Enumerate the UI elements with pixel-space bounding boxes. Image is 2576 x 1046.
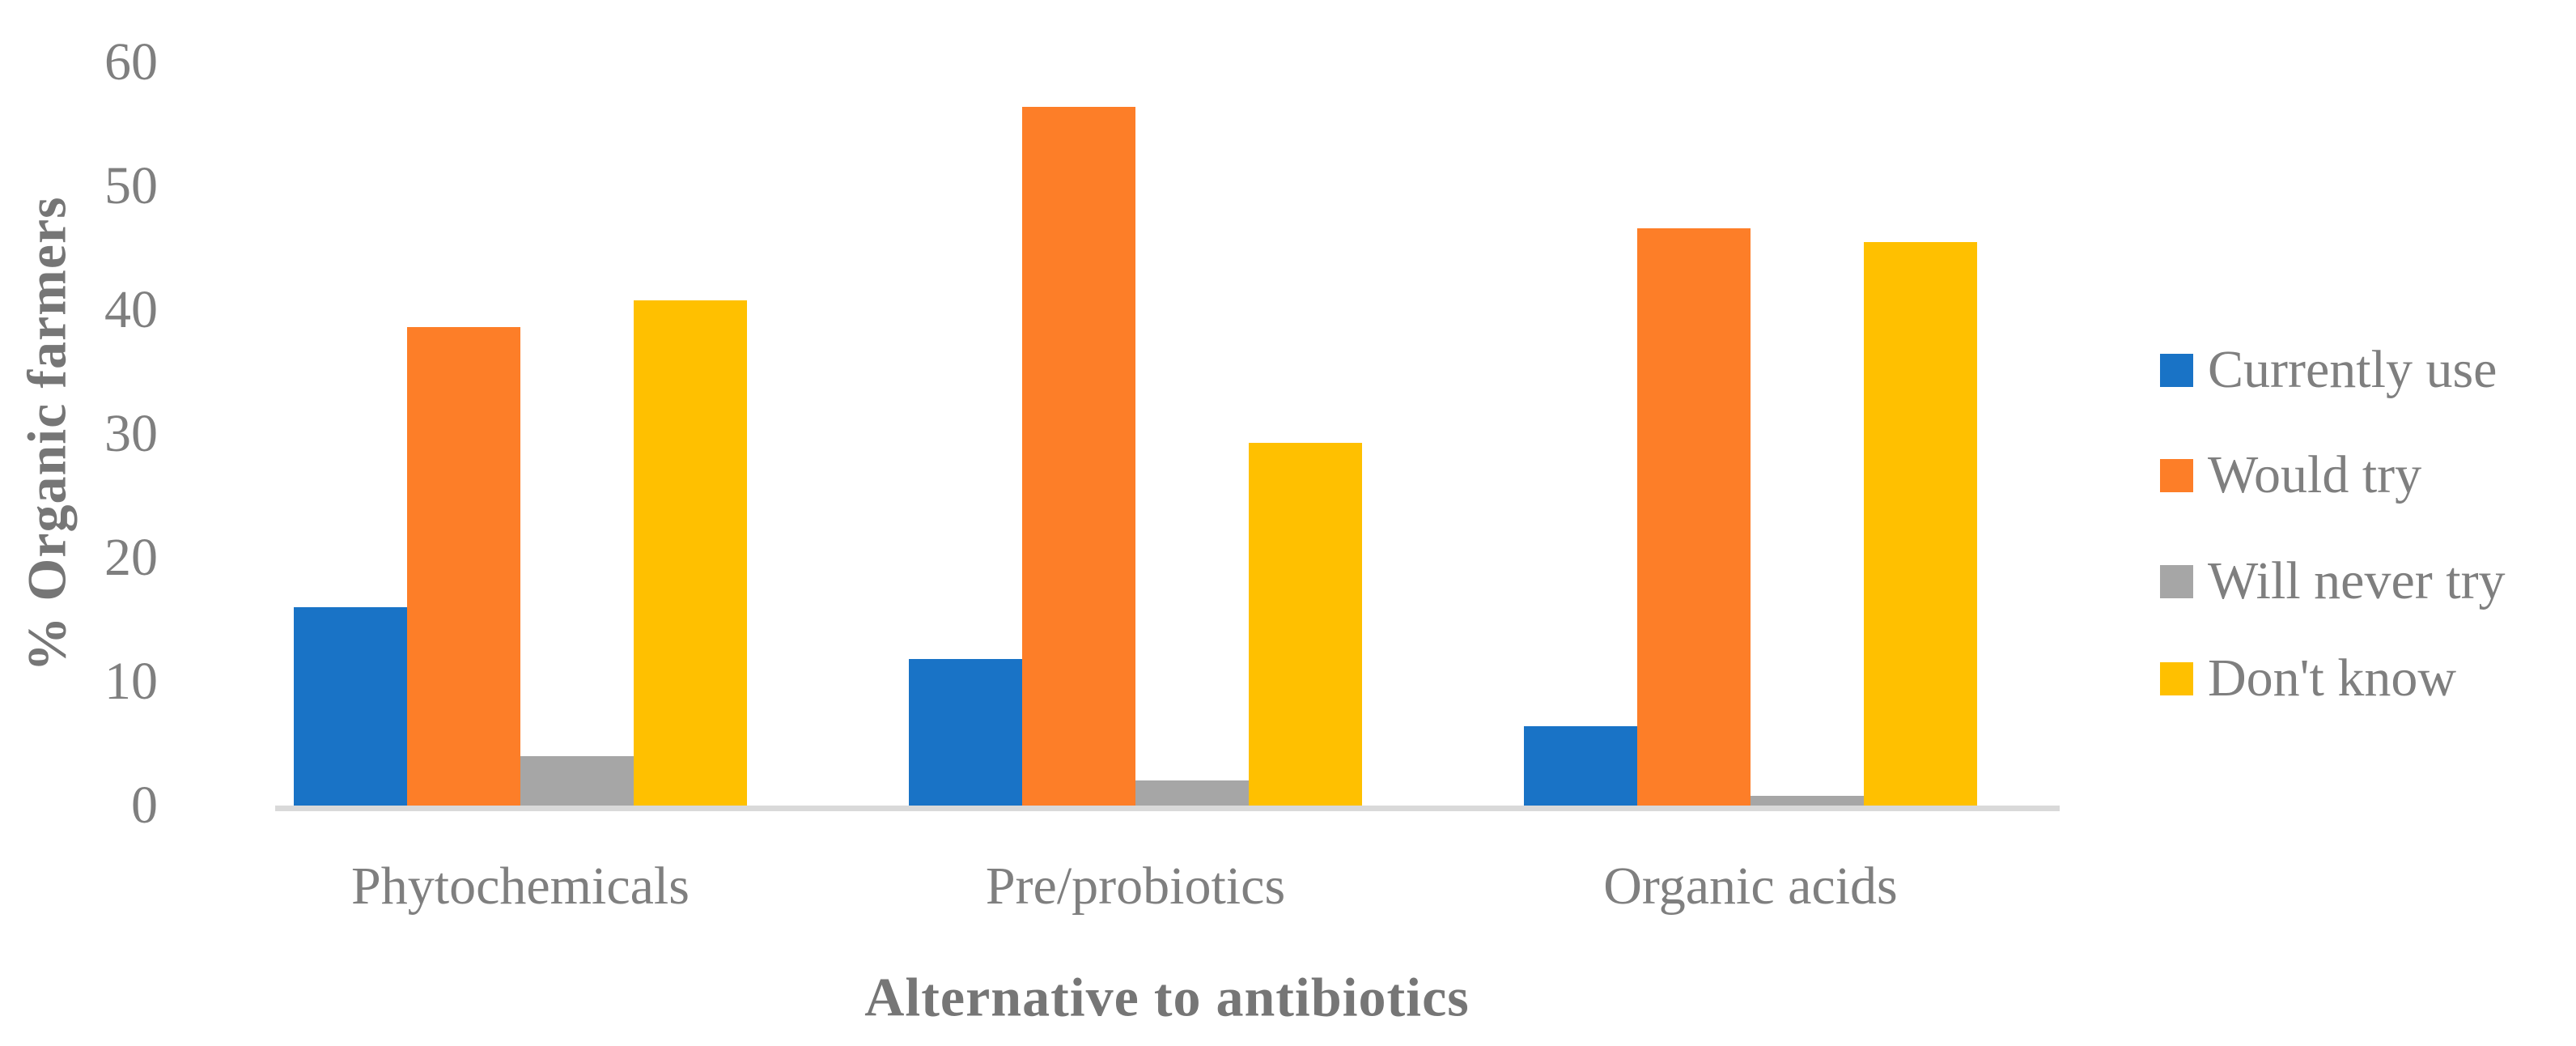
legend-label-don-t-know: Don't know	[2208, 648, 2457, 708]
legend-label-would-try: Would try	[2208, 445, 2422, 504]
legend-swatch-don-t-know	[2160, 661, 2193, 695]
bar-would-try-organic-acids	[1637, 228, 1751, 806]
legend-item-would-try: Would try	[2160, 449, 2421, 502]
y-tick-label-40: 40	[104, 280, 158, 339]
x-axis-line	[275, 806, 2060, 811]
y-tick-label-0: 0	[131, 776, 158, 835]
category-label-phytochemicals: Phytochemicals	[351, 857, 690, 916]
y-tick-label-30: 30	[104, 404, 158, 463]
y-tick-label-10: 10	[104, 652, 158, 711]
y-tick-label-50: 50	[104, 156, 158, 215]
bar-would-try-phytochemicals	[407, 327, 520, 806]
bar-don-t-know-organic-acids	[1864, 242, 1977, 806]
legend-swatch-will-never-try	[2160, 564, 2193, 598]
bar-currently-use-phytochemicals	[294, 607, 407, 806]
legend-label-will-never-try: Will never try	[2208, 551, 2506, 610]
legend-item-currently-use: Currently use	[2160, 343, 2497, 397]
legend-label-currently-use: Currently use	[2208, 340, 2497, 399]
legend-item-don-t-know: Don't know	[2160, 652, 2456, 705]
y-tick-label-60: 60	[104, 32, 158, 91]
bar-will-never-try-pre-probiotics	[1135, 780, 1249, 806]
bar-will-never-try-phytochemicals	[520, 756, 634, 806]
bar-would-try-pre-probiotics	[1022, 107, 1135, 806]
bar-don-t-know-phytochemicals	[634, 300, 747, 806]
category-label-organic-acids: Organic acids	[1603, 857, 1898, 916]
legend-swatch-would-try	[2160, 458, 2193, 492]
x-axis-title: Alternative to antibiotics	[864, 966, 1470, 1028]
bar-will-never-try-organic-acids	[1751, 796, 1864, 806]
bar-don-t-know-pre-probiotics	[1249, 443, 1362, 806]
bar-currently-use-pre-probiotics	[909, 659, 1022, 806]
legend-swatch-currently-use	[2160, 353, 2193, 387]
legend-item-will-never-try: Will never try	[2160, 555, 2506, 608]
bar-currently-use-organic-acids	[1524, 726, 1637, 806]
category-label-pre-probiotics: Pre/probiotics	[985, 857, 1286, 916]
y-tick-label-20: 20	[104, 528, 158, 587]
